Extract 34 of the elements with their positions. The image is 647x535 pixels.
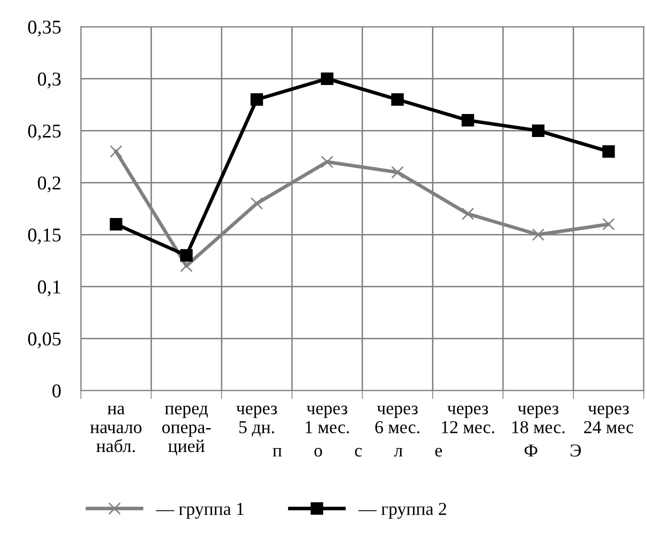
point — [250, 197, 264, 210]
point — [462, 114, 474, 127]
x-tick-label: через 12 мес. — [442, 406, 494, 434]
x-tick-label: через 5 дн. — [236, 406, 277, 437]
x-tick-label: через 18 мес. — [512, 406, 565, 434]
y-tick-label: 0,05 — [28, 332, 61, 348]
point — [391, 93, 404, 106]
point — [180, 249, 193, 262]
x-tick-label: через 24 мес — [584, 406, 634, 434]
point — [320, 156, 334, 168]
point — [250, 93, 264, 106]
point — [532, 228, 544, 241]
x-tick-label: через 6 мес. — [375, 406, 420, 434]
point — [602, 145, 615, 158]
text: п о с л е Ф Э — [272, 444, 581, 457]
point — [602, 218, 615, 230]
point — [110, 145, 122, 158]
x-tick-label: через 1 мес. — [306, 406, 349, 434]
point — [532, 124, 544, 137]
point — [110, 218, 122, 230]
y-tick-label: 0 — [52, 384, 61, 398]
legend-label: — группа 2 — [358, 502, 446, 519]
y-tick-label: 0,15 — [28, 228, 61, 244]
legend-label: — группа 1 — [156, 502, 244, 519]
y-tick-label: 0,25 — [28, 124, 61, 140]
y-tick-label: 0,35 — [28, 20, 61, 36]
point — [320, 72, 334, 85]
point — [391, 166, 404, 179]
point — [462, 208, 474, 220]
y-tick-label: 0,3 — [38, 72, 61, 88]
x-tick-label: перед опера- цией — [162, 406, 211, 456]
x-tick-label: на начало набл. — [90, 406, 142, 452]
y-tick-label: 0,1 — [38, 280, 60, 296]
y-tick-label: 0,2 — [38, 176, 60, 192]
